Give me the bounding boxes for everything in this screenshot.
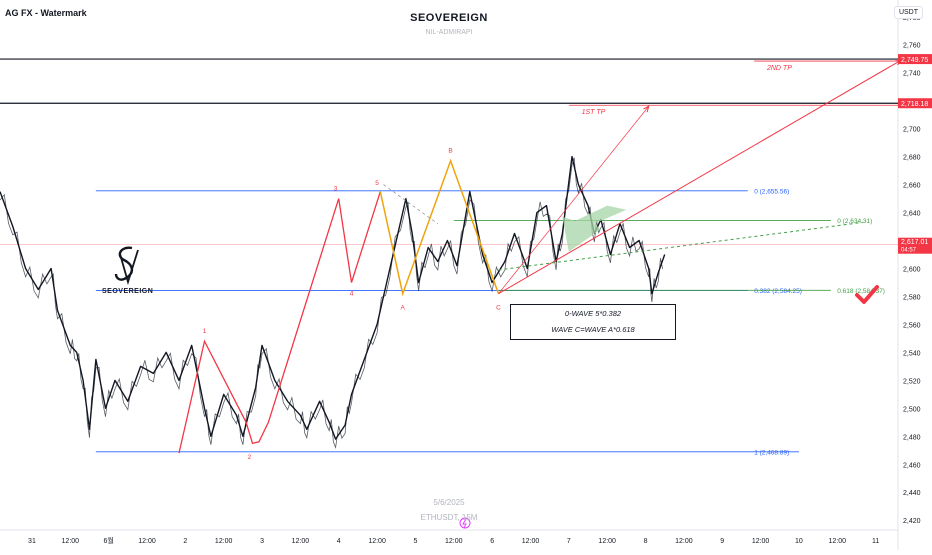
wave-info-box: 0-WAVE 5*0.382 WAVE C=WAVE A*0.618 — [510, 304, 676, 340]
fib-level-label: 1 (2,468.89) — [754, 449, 789, 456]
x-tick-label: 12:00 — [445, 538, 463, 545]
y-tick-label: 2,640 — [903, 211, 921, 218]
wave-label: 5 — [375, 180, 379, 187]
event-marker-icon — [459, 517, 471, 529]
x-tick-label: 31 — [28, 538, 36, 545]
x-tick-label: 8 — [644, 538, 648, 545]
chart-title: SEOVEREIGN — [410, 12, 488, 24]
wave-label: C — [496, 304, 501, 311]
current-price-tag — [898, 237, 932, 254]
wave-label: 4 — [350, 290, 354, 297]
y-tick-label: 2,760 — [903, 43, 921, 50]
x-tick-label: 5 — [413, 538, 417, 545]
x-tick-label: 12:00 — [829, 538, 847, 545]
target-arrow-icon — [562, 205, 627, 252]
current-price-tag-text: 2,617.01 — [901, 239, 928, 246]
x-tick-label: 12:00 — [522, 538, 540, 545]
x-tick-label: 12:00 — [138, 538, 156, 545]
y-tick-label: 2,740 — [903, 71, 921, 78]
projection-line — [498, 221, 863, 271]
projection-line — [498, 59, 902, 295]
wave-label: A — [400, 304, 405, 311]
x-tick-label: 11 — [872, 538, 879, 545]
tp-price-tag — [898, 54, 932, 65]
chart-watermark-label: AG FX - Watermark — [5, 8, 87, 18]
fib-level-label: 0.382 (2,584.25) — [754, 288, 802, 295]
y-tick-label: 2,680 — [903, 155, 921, 162]
info-line-1: 0-WAVE 5*0.382 — [564, 309, 622, 318]
lightning-icon — [462, 518, 467, 529]
wave-label: 3 — [334, 185, 338, 192]
tp-price-tag — [898, 98, 932, 109]
x-tick-label: 7 — [567, 538, 571, 545]
y-tick-label: 2,520 — [903, 378, 921, 385]
checkmark-icon — [855, 285, 879, 304]
footer-date: 5/6/2025 — [433, 498, 465, 507]
currency-button[interactable]: USDT — [893, 6, 923, 19]
tp-price-tag-text: 2,749.75 — [901, 57, 928, 64]
x-tick-label: 12:00 — [215, 538, 233, 545]
x-tick-label: 6월 — [103, 536, 113, 545]
projection-line — [498, 106, 650, 294]
price-candle-texture — [0, 157, 663, 450]
wave-label: 1 — [203, 328, 207, 335]
x-tick-label: 12:00 — [598, 538, 616, 545]
tp-label: 2ND TP — [766, 65, 792, 72]
y-tick-label: 2,460 — [903, 462, 921, 469]
x-tick-label: 4 — [337, 538, 341, 545]
tp-price-tag-text: 2,718.18 — [901, 101, 928, 108]
y-tick-label: 2,700 — [903, 127, 921, 134]
x-tick-label: 12:00 — [368, 538, 386, 545]
projection-arrowhead — [643, 105, 650, 113]
x-tick-label: 9 — [720, 538, 724, 545]
seovereign-logo-icon — [114, 246, 139, 286]
wave-label: 2 — [247, 454, 251, 461]
y-tick-label: 2,500 — [903, 406, 921, 413]
x-tick-label: 3 — [260, 538, 264, 545]
price-series-line — [0, 155, 666, 440]
guide-dashed-line — [383, 184, 439, 225]
y-tick-label: 2,600 — [903, 266, 921, 273]
corrective-wave-line — [379, 158, 500, 297]
x-tick-label: 12:00 — [62, 538, 80, 545]
x-tick-label: 12:00 — [675, 538, 693, 545]
fib-level-label: 0 (2,655.56) — [754, 188, 789, 195]
fib-level-label: 0.618 (2,584.37) — [837, 288, 885, 295]
y-tick-label: 2,480 — [903, 434, 921, 441]
footer-symbol: ETHUSDT, 15M — [420, 513, 478, 522]
y-tick-label: 2,660 — [903, 183, 921, 190]
x-tick-label: 10 — [795, 538, 803, 545]
y-tick-label: 2,560 — [903, 322, 921, 329]
info-line-2: WAVE C=WAVE A*0.618 — [551, 325, 635, 334]
projection-arrowhead — [895, 59, 903, 66]
x-tick-label: 12:00 — [752, 538, 770, 545]
y-tick-label: 2,540 — [903, 350, 921, 357]
x-tick-label: 6 — [490, 538, 494, 545]
y-tick-label: 2,440 — [903, 490, 921, 497]
logo-text: SEOVEREIGN — [102, 288, 154, 295]
tp-label: 1ST TP — [582, 109, 606, 116]
wave-label: B — [448, 148, 452, 155]
impulse-wave-line — [178, 191, 381, 454]
current-price-countdown: 04:57 — [901, 248, 917, 254]
x-tick-label: 12:00 — [292, 538, 310, 545]
y-tick-label: 2,420 — [903, 518, 921, 525]
fib-level-label: 0 (2,634.31) — [837, 218, 872, 225]
x-tick-label: 2 — [183, 538, 187, 545]
y-tick-label: 2,580 — [903, 294, 921, 301]
chart-subtitle: NIL-ADMIRAPI — [425, 29, 473, 36]
